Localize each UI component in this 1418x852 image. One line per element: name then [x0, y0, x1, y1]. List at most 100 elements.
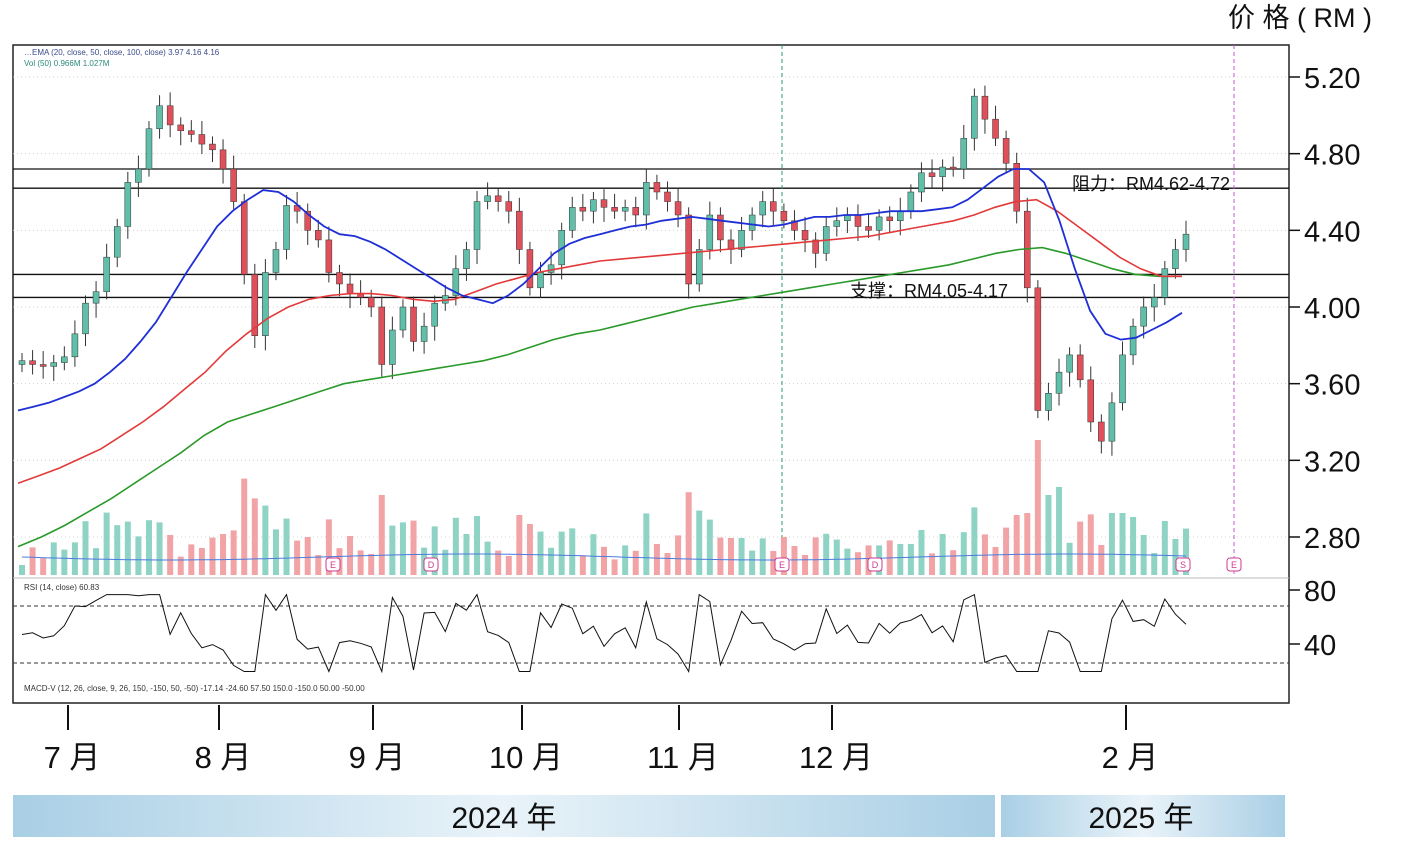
- candle-body: [770, 201, 777, 212]
- volume-bar: [992, 547, 999, 575]
- candle-body: [463, 249, 470, 269]
- volume-bar: [1045, 495, 1052, 575]
- volume-bar: [145, 520, 152, 575]
- volume-bar: [844, 548, 851, 575]
- volume-bar: [347, 536, 354, 575]
- volume-bar: [124, 521, 131, 575]
- volume-bar: [802, 555, 809, 575]
- volume-bar: [950, 550, 957, 575]
- candle-body: [177, 124, 184, 131]
- candle-body: [1182, 233, 1190, 250]
- candle-body: [1055, 371, 1063, 394]
- year-label-2024: 2024 年: [451, 802, 556, 835]
- macd-legend: MACD-V (12, 26, close, 9, 26, 150, -150,…: [24, 684, 365, 693]
- volume-bar: [939, 534, 946, 575]
- candle-body: [643, 182, 650, 216]
- volume-bar: [103, 512, 110, 575]
- volume-bar: [1056, 487, 1063, 575]
- candle-body: [1034, 287, 1042, 411]
- candle-body: [664, 191, 671, 202]
- candle-body: [50, 362, 57, 367]
- price-tick-label: 4.40: [1304, 216, 1360, 248]
- volume-bar: [738, 538, 745, 575]
- volume-bar: [1087, 514, 1094, 575]
- month-label: 9 月: [349, 740, 406, 775]
- candle-body: [1129, 325, 1137, 356]
- volume-bar: [1024, 513, 1031, 575]
- candle-body: [791, 220, 798, 231]
- rsi-tick-label: 80: [1304, 576, 1336, 608]
- candle-body: [399, 306, 407, 331]
- candle-body: [960, 138, 968, 170]
- volume-bar: [897, 544, 904, 575]
- volume-bar: [537, 531, 544, 575]
- candle-body: [897, 210, 904, 222]
- candle-body: [251, 274, 259, 336]
- volume-bar: [1066, 542, 1073, 575]
- candle-body: [389, 329, 396, 365]
- volume-bar: [685, 492, 692, 575]
- volume-bar: [19, 565, 25, 575]
- candle-body: [124, 182, 132, 227]
- candle-body: [1119, 354, 1126, 404]
- volume-bar: [791, 546, 798, 575]
- candle-body: [569, 207, 576, 231]
- candle-body: [1108, 402, 1116, 442]
- resistance-annotation: 阻力：RM4.62-4.72: [1072, 174, 1230, 194]
- event-marker-label: S: [1180, 560, 1186, 570]
- candle-body: [1161, 268, 1169, 298]
- candle-body: [780, 210, 788, 222]
- volume-bar: [484, 541, 491, 575]
- candle-body: [971, 95, 978, 139]
- volume-bar: [304, 537, 311, 575]
- volume-bar: [495, 550, 502, 575]
- event-marker-box: [325, 557, 341, 572]
- candle-body: [230, 168, 237, 202]
- candle-body: [1076, 354, 1084, 381]
- ema50-line: [17, 198, 1182, 485]
- candle-body: [759, 201, 766, 216]
- candle-body: [1002, 138, 1010, 164]
- event-marker-box: [867, 557, 883, 572]
- volume-bar: [241, 478, 248, 575]
- event-marker: E: [774, 557, 790, 572]
- volume-bar: [1013, 515, 1020, 575]
- volume-bar: [558, 531, 565, 575]
- volume-bar: [569, 528, 576, 575]
- candle-body: [272, 249, 280, 273]
- rsi-tick-label: 40: [1304, 630, 1336, 662]
- volume-bar: [516, 515, 523, 575]
- volume-bar: [1151, 553, 1158, 575]
- volume-bar: [325, 519, 332, 575]
- volume-bar: [590, 534, 597, 575]
- volume-bar: [632, 550, 639, 575]
- event-marker-label: E: [779, 560, 785, 570]
- volume-bar: [1003, 527, 1010, 575]
- volume-bar: [156, 522, 163, 575]
- candle-body: [695, 249, 703, 285]
- volume-ma-line: [21, 553, 1187, 561]
- volume-bar: [431, 526, 438, 575]
- candle-body: [473, 201, 481, 250]
- volume-bar: [368, 554, 375, 575]
- volume-bar: [357, 550, 364, 575]
- candle-body: [738, 230, 745, 250]
- candle-body: [865, 226, 872, 231]
- candle-body: [188, 130, 195, 135]
- event-marker: E: [325, 557, 341, 572]
- volume-bar: [971, 507, 978, 575]
- candle-body: [505, 201, 513, 212]
- candle-body: [854, 214, 862, 227]
- event-marker: S: [1175, 557, 1191, 572]
- price-tick-label: 2.80: [1304, 523, 1360, 555]
- volume-bar: [230, 530, 237, 575]
- candle-body: [907, 191, 915, 212]
- rsi-line: [21, 593, 1187, 674]
- candle-body: [547, 264, 555, 273]
- candle-body: [992, 118, 999, 139]
- price-tick-label: 5.20: [1304, 63, 1360, 95]
- candle-body: [706, 214, 714, 250]
- volume-bar: [717, 537, 724, 575]
- volume-bar: [167, 535, 174, 575]
